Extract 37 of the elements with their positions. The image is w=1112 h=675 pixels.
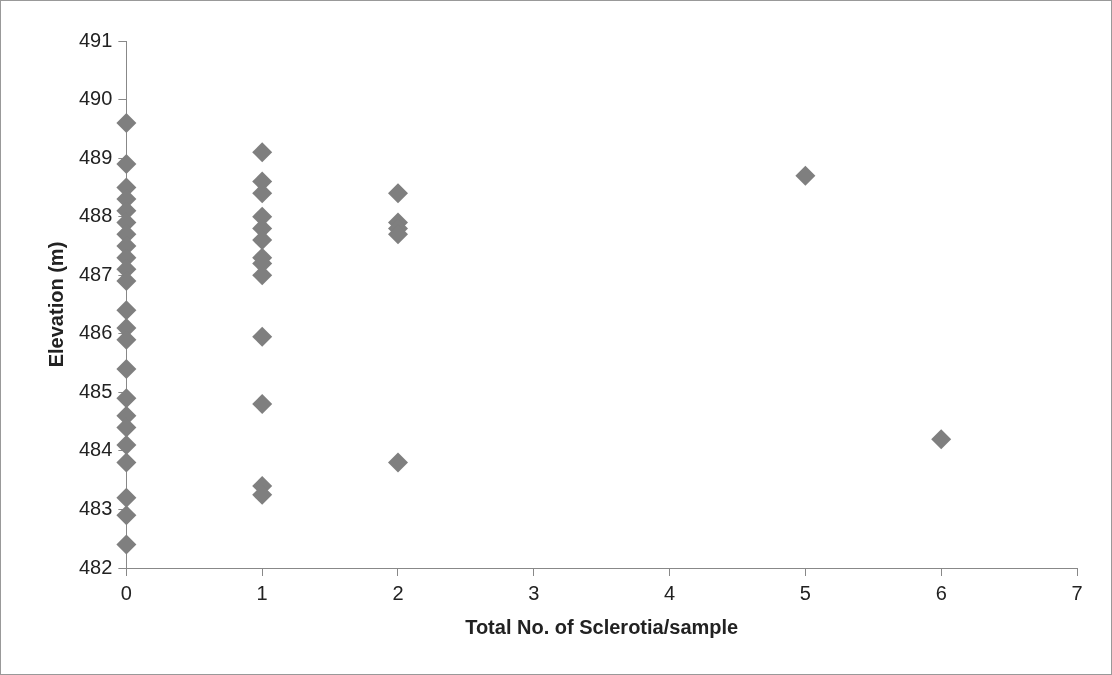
y-tick-label: 484 (78, 438, 113, 461)
y-tick-label: 485 (78, 379, 113, 402)
x-tick-label: 5 (799, 581, 811, 604)
point (116, 358, 137, 379)
point (116, 300, 137, 321)
point (116, 112, 137, 133)
point (931, 429, 952, 450)
y-tick-label: 491 (78, 28, 113, 51)
x-tick-label: 7 (1071, 581, 1083, 604)
point (252, 142, 273, 163)
point (252, 394, 273, 415)
x-tick-label: 6 (935, 581, 947, 604)
y-tick-label: 482 (78, 555, 113, 578)
point (116, 487, 137, 508)
y-tick-label: 487 (78, 262, 113, 285)
point (116, 452, 137, 473)
point (116, 153, 137, 174)
y-tick-label: 490 (78, 87, 113, 110)
y-tick-label: 486 (78, 321, 113, 344)
y-tick-label: 483 (78, 496, 113, 519)
point (387, 183, 408, 204)
point (387, 452, 408, 473)
point (116, 534, 137, 555)
point (116, 388, 137, 409)
point (116, 435, 137, 456)
point (252, 326, 273, 347)
x-tick-label: 3 (528, 581, 540, 604)
y-tick-label: 488 (78, 204, 113, 227)
x-axis-title: Total No. of Sclerotia/sample (465, 615, 739, 638)
point (116, 505, 137, 526)
x-tick-label: 2 (392, 581, 404, 604)
point (795, 165, 816, 186)
x-tick-label: 1 (256, 581, 268, 604)
x-tick-label: 4 (664, 581, 676, 604)
y-axis-title: Elevation (m) (44, 241, 67, 368)
y-tick-label: 489 (78, 145, 113, 168)
x-tick-label: 0 (120, 581, 132, 604)
